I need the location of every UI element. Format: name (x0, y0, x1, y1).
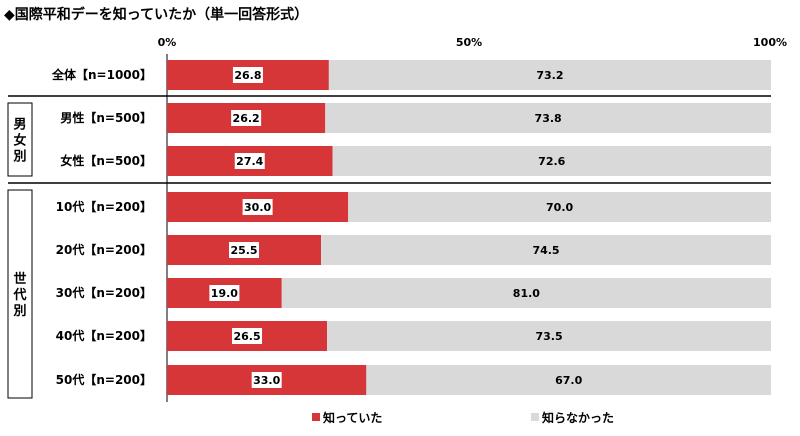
value-label-box (209, 285, 240, 301)
group-label-char: 世 (13, 271, 26, 287)
legend-label: 知らなかった (541, 410, 614, 425)
category-label: 20代【n=200】 (56, 242, 152, 257)
bar-unknown (281, 278, 771, 308)
legend-label: 知っていた (322, 410, 382, 425)
bar-unknown (366, 365, 771, 395)
value-label-known: 27.4 (236, 155, 263, 168)
value-label-box (242, 199, 273, 215)
group-label-char: 代 (12, 287, 26, 303)
category-label: 男性【n=500】 (60, 110, 152, 125)
category-label: 40代【n=200】 (56, 328, 152, 343)
bar-unknown (332, 146, 771, 176)
value-label-known: 30.0 (244, 201, 271, 214)
group-box (7, 189, 33, 399)
group-label-char: 別 (12, 304, 26, 319)
value-label-box (229, 242, 260, 258)
value-label-unknown: 81.0 (513, 287, 540, 300)
value-label-box (231, 110, 262, 126)
group-box (7, 102, 33, 177)
category-label: 女性【n=500】 (60, 153, 152, 168)
x-tick-label: 0% (158, 36, 177, 49)
bar-unknown (327, 321, 771, 351)
value-label-known: 26.8 (234, 69, 261, 82)
value-label-box (251, 372, 282, 388)
value-label-known: 26.2 (233, 112, 260, 125)
legend-swatch (312, 413, 320, 421)
category-label: 50代【n=200】 (56, 372, 152, 387)
category-label: 全体【n=1000】 (51, 67, 152, 82)
value-label-known: 19.0 (211, 287, 238, 300)
bar-unknown (348, 192, 771, 222)
group-label-char: 女 (13, 133, 26, 149)
value-label-unknown: 73.5 (535, 330, 562, 343)
category-label: 10代【n=200】 (56, 199, 152, 214)
category-label: 30代【n=200】 (56, 285, 152, 300)
value-label-unknown: 70.0 (546, 201, 573, 214)
x-tick-label: 100% (753, 36, 787, 49)
group-label-char: 別 (12, 150, 26, 165)
value-label-unknown: 74.5 (532, 244, 559, 257)
value-label-known: 33.0 (253, 374, 280, 387)
value-label-box (234, 153, 265, 169)
legend-swatch (531, 413, 539, 421)
x-tick-label: 50% (456, 36, 482, 49)
value-label-unknown: 72.6 (538, 155, 565, 168)
value-label-unknown: 73.8 (535, 112, 562, 125)
value-label-unknown: 67.0 (555, 374, 582, 387)
group-label-char: 男 (13, 118, 26, 133)
bar-unknown (321, 235, 771, 265)
bar-unknown (325, 103, 771, 133)
value-label-unknown: 73.2 (536, 69, 563, 82)
value-label-known: 25.5 (230, 244, 257, 257)
value-label-box (232, 67, 263, 83)
chart-title: ◆国際平和デーを知っていたか（単一回答形式） (4, 7, 309, 23)
bar-unknown (328, 60, 771, 90)
value-label-known: 26.5 (233, 330, 260, 343)
value-label-box (232, 328, 263, 344)
